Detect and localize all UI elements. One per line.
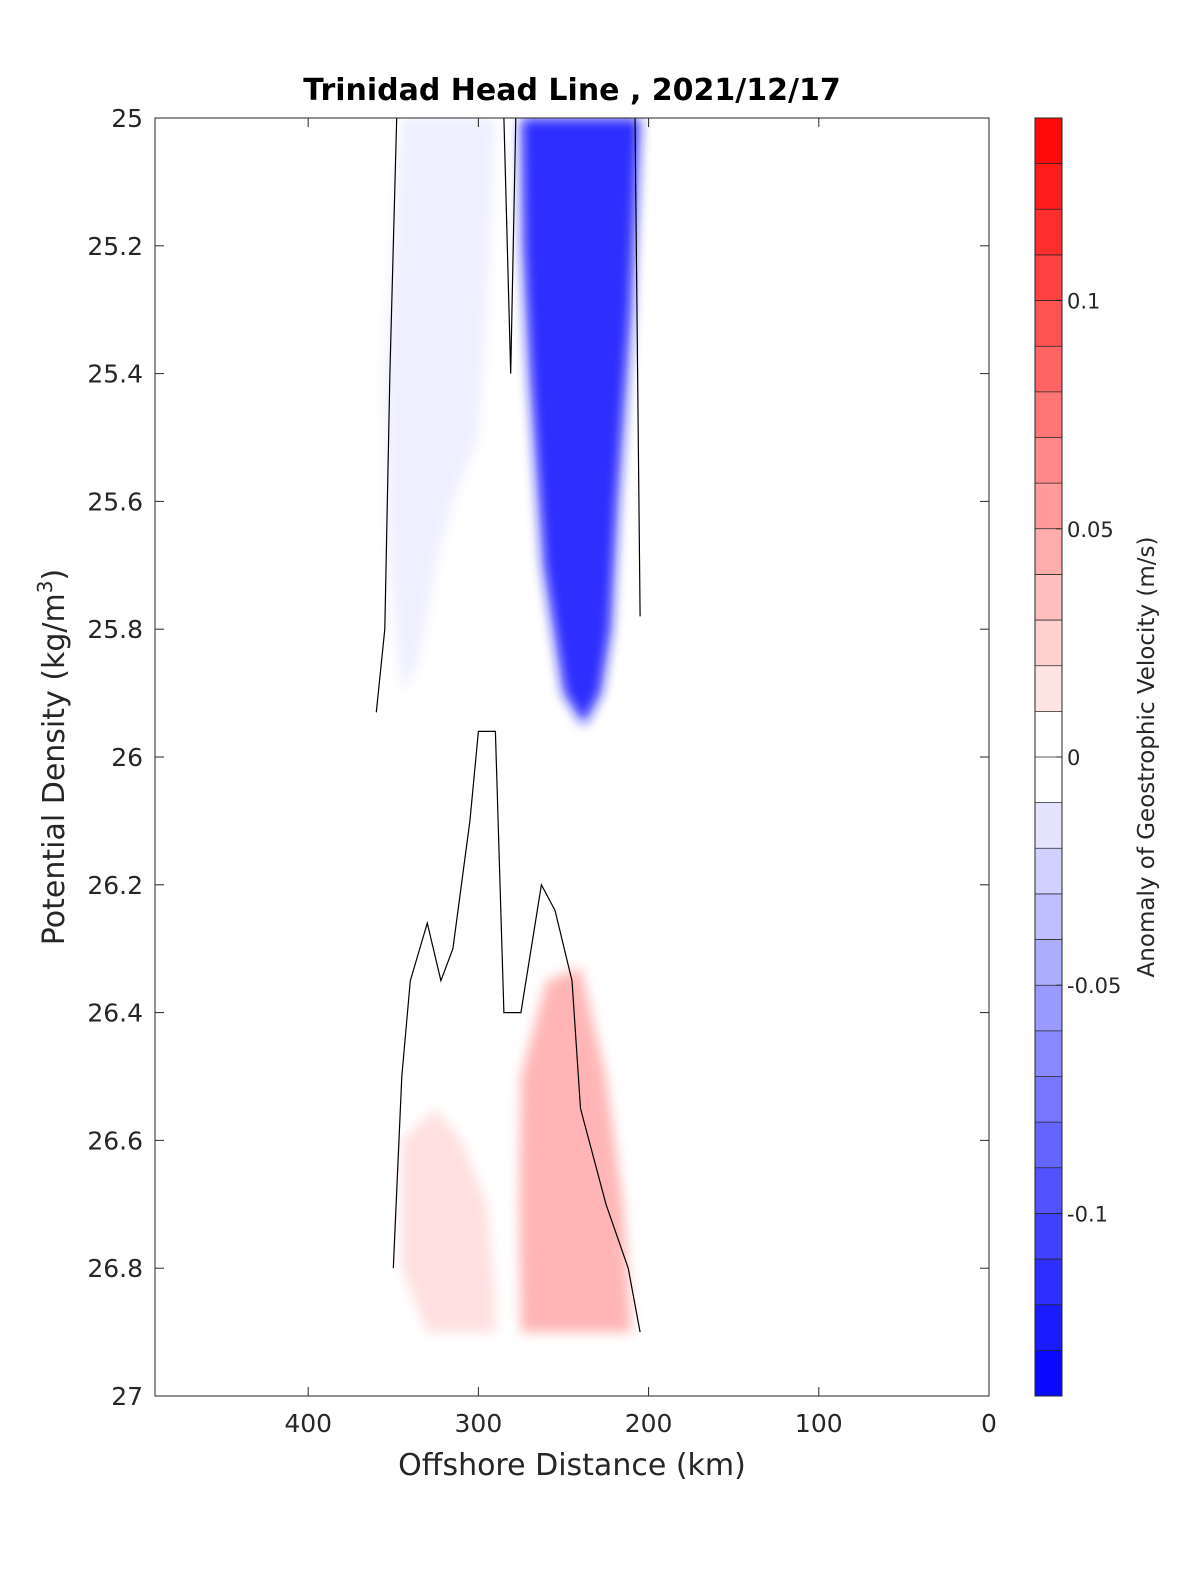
y-axis-label-close: ) — [37, 569, 72, 581]
colorbar-band — [1035, 163, 1062, 210]
colorbar-band — [1035, 1304, 1062, 1351]
zero-contour-1 — [375, 118, 398, 713]
y-tick-label: 25.4 — [87, 360, 143, 389]
colorbar-band — [1035, 437, 1062, 484]
zero-contours — [375, 118, 641, 1333]
y-tick-label: 26.8 — [87, 1254, 143, 1283]
colorbar-tick-label: 0.1 — [1067, 290, 1100, 314]
colorbar-label: Anomaly of Geostrophic Velocity (m/s) — [1134, 537, 1160, 978]
colorbar-band — [1035, 665, 1062, 712]
y-tick-label: 26.4 — [87, 999, 143, 1028]
contour-region-2 — [384, 118, 496, 694]
x-tick-label: 400 — [284, 1409, 332, 1438]
x-tick-label: 300 — [455, 1409, 503, 1438]
y-tick-label: 26 — [111, 743, 143, 772]
colorbar-band — [1035, 300, 1062, 347]
y-tick-label: 25 — [111, 104, 143, 133]
colorbar-tick-label: 0.05 — [1067, 518, 1114, 542]
contour-region-3 — [401, 1108, 496, 1333]
zero-contour-3 — [634, 118, 641, 617]
colorbar: 0.1 0.05 0 -0.05 -0.1 Anomaly of Geostrophic… — [1034, 117, 1160, 1397]
colorbar-band — [1035, 1030, 1062, 1077]
y-tick-label: 25.6 — [87, 487, 143, 516]
plot-area: 400 300 200 100 0 25 25.2 25.4 25.6 25.8 26 26.2 26… — [87, 104, 997, 1438]
x-axis-label: Offshore Distance (km) — [398, 1448, 746, 1483]
contour-region-4 — [519, 967, 632, 1333]
colorbar-band — [1035, 346, 1062, 393]
colorbar-band — [1035, 1350, 1062, 1397]
y-tick-label: 25.2 — [87, 232, 143, 261]
colorbar-band — [1035, 985, 1062, 1032]
colorbar-band — [1035, 893, 1062, 941]
colorbar-band — [1035, 391, 1062, 438]
zero-contour-4 — [392, 730, 641, 1333]
colorbar-band — [1035, 1122, 1062, 1169]
colorbar-tick-label: 0 — [1067, 746, 1080, 770]
colorbar-band — [1035, 939, 1062, 986]
colorbar-band — [1035, 711, 1062, 758]
x-tick-label: 100 — [795, 1409, 843, 1438]
x-ticks: 400 300 200 100 0 — [284, 118, 997, 1438]
colorbar-band — [1035, 1167, 1062, 1214]
colorbar-band — [1035, 528, 1062, 575]
colorbar-tick-label: -0.1 — [1067, 1202, 1108, 1226]
colorbar-band — [1035, 1259, 1062, 1306]
contour-region-1 — [520, 118, 641, 725]
y-tick-label: 27 — [111, 1382, 143, 1411]
colorbar-band — [1035, 1076, 1062, 1123]
y-axis-label: Potential Density (kg/m3) — [33, 569, 72, 945]
zero-contour-2 — [503, 118, 517, 374]
colorbar-band — [1035, 802, 1062, 849]
colorbar-band — [1035, 118, 1062, 165]
x-tick-label: 200 — [625, 1409, 673, 1438]
contour-fills — [384, 118, 641, 1333]
colorbar-band — [1035, 620, 1062, 667]
colorbar-band — [1035, 483, 1062, 530]
colorbar-band — [1035, 254, 1062, 302]
x-tick-label: 0 — [981, 1409, 997, 1438]
colorbar-band — [1035, 848, 1062, 895]
chart-title: Trinidad Head Line , 2021/12/17 — [303, 73, 840, 108]
y-tick-label: 26.6 — [87, 1126, 143, 1155]
y-ticks: 25 25.2 25.4 25.6 25.8 26 26.2 26.4 26.6 26.8 27 — [87, 104, 989, 1411]
y-tick-label: 26.2 — [87, 871, 143, 900]
y-tick-label: 25.8 — [87, 615, 143, 644]
colorbar-band — [1035, 1213, 1062, 1260]
colorbar-band — [1035, 757, 1062, 804]
colorbar-ticks: 0.1 0.05 0 -0.05 -0.1 — [1056, 290, 1121, 1226]
colorbar-bands — [1035, 118, 1062, 1397]
colorbar-tick-label: -0.05 — [1067, 974, 1121, 998]
y-axis-label-main: Potential Density (kg/m — [37, 593, 72, 945]
colorbar-band — [1035, 574, 1062, 621]
colorbar-band — [1035, 209, 1062, 256]
y-axis-label-superscript: 3 — [33, 580, 57, 593]
